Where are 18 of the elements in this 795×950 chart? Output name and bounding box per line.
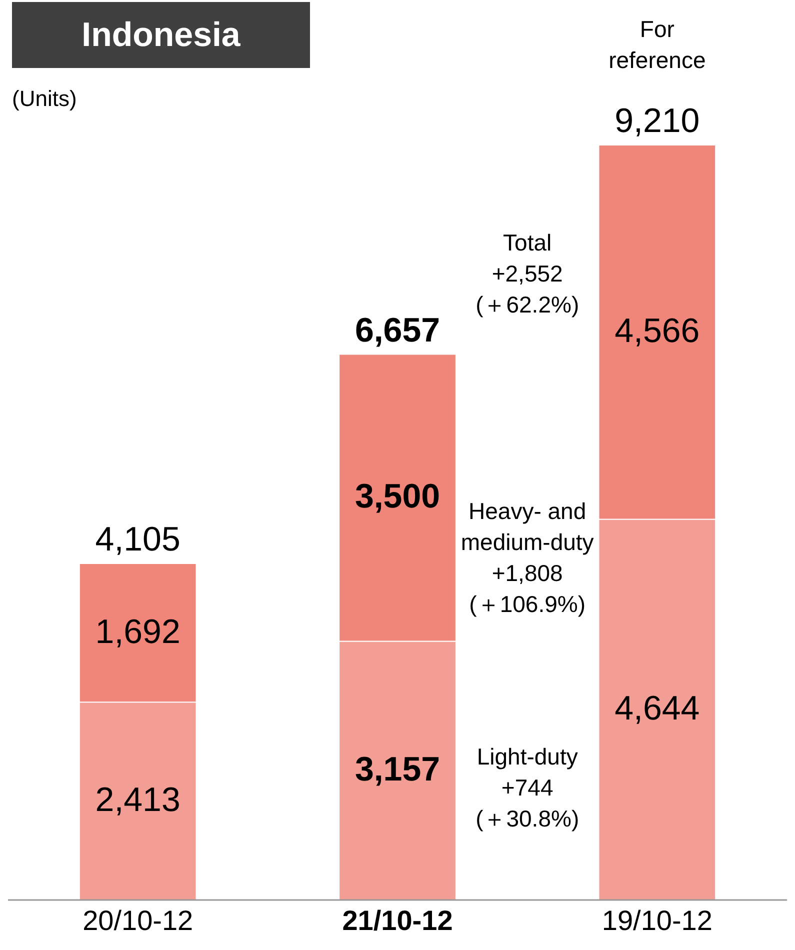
total-label: 4,105 [95, 520, 180, 558]
text: For reference [608, 16, 706, 74]
annotation: Heavy- and medium-duty +1,808 (＋106.9%) [460, 498, 594, 618]
annotation: Total +2,552 (＋62.2%) [476, 230, 580, 318]
x-tick-label: 21/10-12 [342, 905, 453, 936]
data-label: 2,413 [95, 781, 180, 820]
data-label: 1,692 [95, 612, 180, 651]
data-label: 3,500 [354, 478, 440, 516]
total-label: 9,210 [614, 102, 700, 140]
chart-title: Indonesia [12, 2, 310, 68]
data-label: 4,644 [614, 690, 700, 728]
x-tick-label: 19/10-12 [602, 905, 712, 936]
annotation: Light-duty +744 (＋30.8%) [476, 744, 580, 832]
x-tick-label: 20/10-12 [82, 905, 194, 936]
data-label: 4,566 [614, 312, 700, 350]
total-label: 6,657 [354, 311, 440, 350]
y-axis-title: (Units) [12, 86, 77, 112]
data-label: 3,157 [354, 750, 440, 789]
